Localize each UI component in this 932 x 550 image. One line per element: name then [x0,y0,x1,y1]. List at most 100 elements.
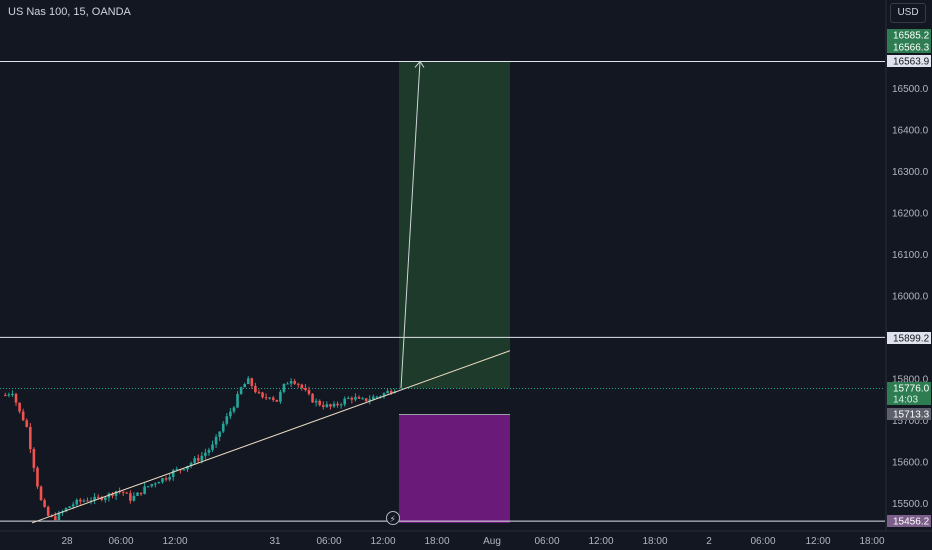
candle-body [307,389,311,394]
candle-body [14,393,18,403]
candle-body [139,492,143,494]
candle-body [71,504,75,507]
candle-body [29,426,32,450]
candle-body [243,384,246,388]
candle-body [96,496,100,498]
candle-body [357,397,361,399]
candle-body [7,394,11,396]
candle-body [268,397,271,399]
candle-body [293,381,296,384]
x-tick-label: 31 [269,536,281,547]
candle-body [104,497,107,500]
candle-body [64,507,68,512]
candle-body [379,396,382,398]
candle-body [25,420,29,427]
y-tick-label: 16000.0 [892,292,929,303]
x-tick-label: 06:00 [534,536,559,547]
candle-body [182,469,186,471]
candle-body [168,477,171,480]
candle-body [189,463,193,466]
candle-body [164,478,168,480]
candle-body [171,470,175,478]
price-label-box-level [887,55,931,67]
candle-body [304,388,307,390]
event-marker-icon [386,511,400,525]
candle-body [311,393,314,403]
candle-body [361,398,364,400]
y-tick-label: 15500.0 [892,499,929,510]
candle-body [57,512,61,521]
candle-body [296,383,300,385]
candle-body [314,400,318,403]
candle-body [11,393,14,395]
candle-body [346,397,350,399]
symbol-title: US Nas 100, 15, OANDA [8,6,131,18]
price-axis-bg [886,0,932,550]
price-label-box-target [887,29,931,41]
x-tick-label: 28 [61,536,73,547]
profit-zone [399,61,510,389]
candle-body [175,469,179,471]
candle-body [193,458,196,464]
candle-body [132,495,136,501]
candle-body [218,431,221,437]
candle-body [239,387,243,395]
y-tick-label: 16300.0 [892,167,929,178]
candle-body [39,486,43,501]
y-tick-label: 16200.0 [892,209,929,220]
candle-body [36,467,39,487]
candle-body [264,397,268,399]
candle-body [100,497,104,500]
x-tick-label: 12:00 [805,536,830,547]
candle-body [371,396,375,400]
y-tick-label: 16500.0 [892,84,929,95]
candle-body [125,492,129,494]
candle-body [136,492,139,496]
x-tick-label: 12:00 [370,536,395,547]
candle-body [275,399,279,402]
price-label-box-stop [887,408,931,420]
candle-body [207,449,211,453]
candle-body [161,478,164,483]
candle-body [343,398,347,405]
price-label-level: 16563.9 [893,57,930,68]
x-tick-label: 06:00 [316,536,341,547]
candle-body [150,484,154,487]
candle-body [121,491,125,493]
x-tick-label: 12:00 [588,536,613,547]
candle-body [336,403,339,406]
candle-body [75,499,79,505]
x-tick-label: 2 [706,536,712,547]
candle-body [289,381,293,384]
y-tick-label: 15700.0 [892,416,929,427]
x-tick-label: 18:00 [642,536,667,547]
y-tick-label: 15600.0 [892,458,929,469]
candle-body [236,394,239,408]
candle-body [82,500,86,502]
y-tick-label: 16100.0 [892,250,929,261]
candle-body [129,493,132,501]
candle-body [386,390,389,394]
candle-body [43,500,46,507]
candle-body [46,506,50,516]
x-tick-label: 12:00 [162,536,187,547]
candles-group [4,376,397,522]
candle-body [157,482,161,484]
trendline [31,350,511,524]
candle-body [271,397,275,400]
price-label-stop: 15713.3 [893,410,930,421]
candle-body [286,383,289,385]
candle-body [221,423,225,432]
x-tick-label: 06:00 [108,536,133,547]
currency-selector[interactable]: USD [890,3,926,23]
candle-body [282,383,286,392]
candle-body [86,500,89,502]
price-label-countdown: 14:03 [893,395,918,406]
projection-arrow-line [400,61,421,389]
candle-body [89,500,93,502]
candle-body [368,399,372,401]
price-label-level: 15899.2 [893,334,930,345]
candle-body [246,378,250,385]
x-tick-label: 18:00 [424,536,449,547]
